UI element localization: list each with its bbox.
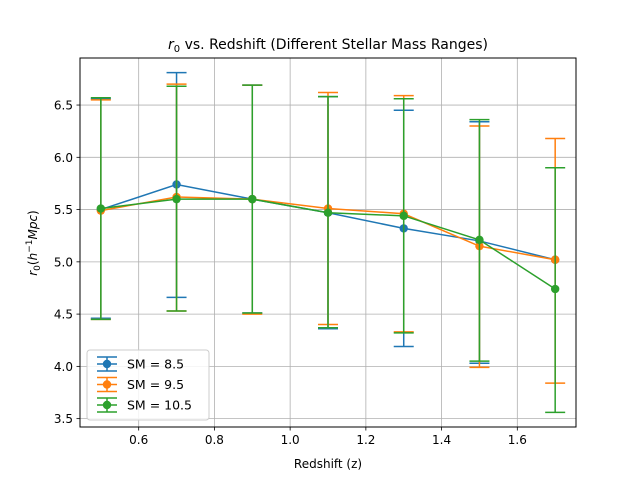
y-tick-label: 6.0 bbox=[54, 151, 73, 165]
series-2 bbox=[90, 84, 566, 414]
legend-item-1: SM = 9.5 bbox=[97, 376, 184, 393]
x-tick-label: 0.6 bbox=[129, 433, 148, 447]
y-axis-label: r0(h−1Mpc) bbox=[25, 210, 43, 276]
legend-label: SM = 10.5 bbox=[127, 398, 192, 413]
data-point bbox=[550, 284, 560, 294]
x-axis: 0.6 0.8 1.0 1.2 1.4 1.6 bbox=[129, 427, 527, 447]
x-tick-label: 0.8 bbox=[205, 433, 224, 447]
legend-label: SM = 9.5 bbox=[127, 377, 184, 392]
y-tick-label: 5.0 bbox=[54, 255, 73, 269]
plot-frame bbox=[79, 57, 577, 428]
legend-box bbox=[86, 349, 210, 421]
x-axis-label: Redshift (z) bbox=[294, 457, 362, 471]
chart-title: r0 vs. Redshift (Different Stellar Mass … bbox=[168, 37, 488, 55]
y-tick-label: 3.5 bbox=[54, 412, 73, 426]
legend-label: SM = 8.5 bbox=[127, 357, 184, 372]
legend-marker bbox=[102, 359, 112, 369]
y-tick-label: 6.5 bbox=[54, 99, 73, 113]
legend-item-0: SM = 8.5 bbox=[97, 356, 184, 372]
plot-area bbox=[90, 71, 566, 414]
legend-item-2: SM = 10.5 bbox=[97, 397, 192, 413]
x-tick-label: 1.0 bbox=[281, 433, 300, 447]
x-tick-label: 1.2 bbox=[356, 433, 375, 447]
legend: SM = 8.5 SM = 9.5 SM = 10.5 bbox=[86, 349, 210, 421]
y-tick-label: 4.5 bbox=[54, 308, 73, 322]
y-tick-label: 4.0 bbox=[54, 360, 73, 374]
series-0 bbox=[90, 71, 560, 364]
data-point bbox=[96, 204, 106, 213]
data-point bbox=[399, 211, 408, 221]
data-point bbox=[248, 194, 257, 204]
y-tick-label: 5.5 bbox=[54, 203, 73, 217]
x-tick-label: 1.4 bbox=[432, 433, 451, 447]
legend-marker bbox=[102, 400, 112, 410]
data-point bbox=[323, 208, 333, 217]
x-tick-label: 1.6 bbox=[508, 433, 527, 447]
legend-marker bbox=[102, 380, 112, 389]
y-axis: 3.5 4.0 4.5 5.0 5.5 6.0 6.5 bbox=[54, 99, 80, 426]
data-point bbox=[475, 235, 484, 245]
data-point bbox=[172, 194, 181, 204]
